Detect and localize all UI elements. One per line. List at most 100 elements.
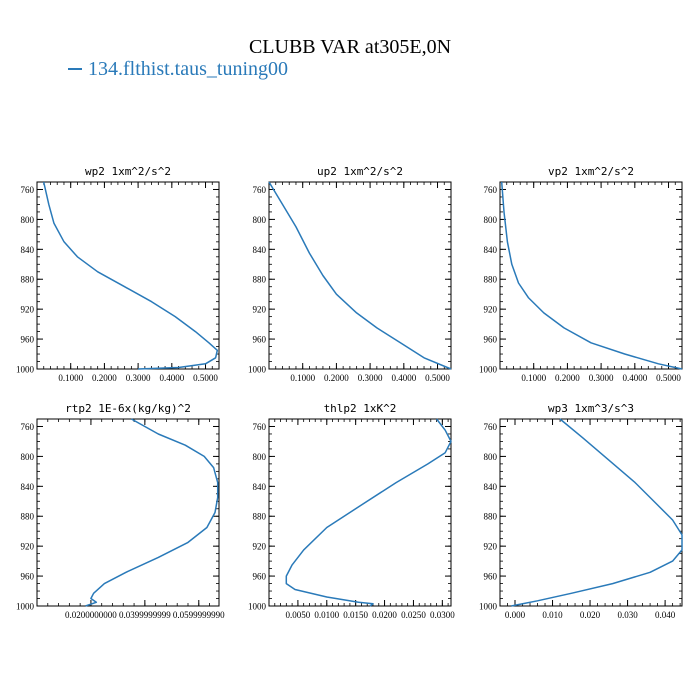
x-tick-label: 0.0200000000 [65,610,117,620]
x-tick-label: 0.020 [580,610,601,620]
plot-frame [499,181,683,370]
y-tick-label: 880 [21,512,35,522]
panel-6: wp3 1xm^3/s^3 760 800 840 880 920 960 1000 0.000… [479,402,683,620]
panel-title: vp2 1xm^2/s^2 [548,165,634,178]
y-tick-label: 920 [21,542,35,552]
x-tick-label: 0.3000 [358,373,383,383]
x-tick-label: 0.0399999999 [119,610,171,620]
series-line [268,181,452,370]
x-tick-label: 0.040 [655,610,676,620]
y-tick-label: 960 [253,572,267,582]
y-tick-label: 760 [253,185,267,195]
x-tick-label: 0.4000 [622,373,647,383]
x-tick-label: 0.3000 [126,373,151,383]
y-tick-label: 760 [253,422,267,432]
y-tick-label: 880 [253,275,267,285]
x-tick-label: 0.030 [617,610,638,620]
y-tick-label: 840 [21,482,35,492]
y-tick-label: 800 [253,215,267,225]
y-tick-label: 880 [253,512,267,522]
y-tick-label: 920 [484,305,498,315]
panel-title: rtp2 1E-6x(kg/kg)^2 [65,402,191,415]
x-tick-label: 0.1000 [290,373,315,383]
y-tick-label: 960 [21,335,35,345]
y-tick-label: 800 [484,452,498,462]
x-tick-label: 0.5000 [425,373,450,383]
y-tick-label: 800 [21,215,35,225]
x-tick-label: 0.2000 [555,373,580,383]
figure-title: CLUBB VAR at305E,0N [248,36,452,58]
y-tick-label: 840 [21,245,35,255]
panel-title: wp3 1xm^3/s^3 [548,402,634,415]
y-tick-label: 960 [21,572,35,582]
y-tick-label: 960 [484,572,498,582]
x-tick-label: 0.5000 [656,373,681,383]
plot-frame [36,418,220,607]
x-tick-label: 0.0599999990 [173,610,225,620]
x-tick-label: 0.0250 [401,610,426,620]
panel-title: up2 1xm^2/s^2 [317,165,403,178]
x-tick-label: 0.1000 [521,373,546,383]
y-tick-label: 1000 [479,602,498,612]
y-tick-label: 880 [484,275,498,285]
plot-frame [268,181,452,370]
x-tick-label: 0.3000 [589,373,614,383]
y-tick-label: 760 [484,185,498,195]
y-tick-label: 800 [484,215,498,225]
y-tick-label: 1000 [16,602,35,612]
x-tick-label: 0.010 [542,610,563,620]
y-tick-label: 840 [253,245,267,255]
series-line [42,181,219,370]
x-tick-label: 0.4000 [159,373,184,383]
x-tick-label: 0.2000 [92,373,117,383]
y-tick-label: 800 [21,452,35,462]
x-tick-label: 0.0300 [430,610,455,620]
x-tick-label: 0.5000 [193,373,218,383]
x-tick-label: 0.0050 [286,610,311,620]
panel-title: thlp2 1xK^2 [324,402,397,415]
y-tick-label: 760 [21,422,35,432]
y-tick-label: 960 [253,335,267,345]
plot-frame [499,418,683,607]
y-tick-label: 920 [21,305,35,315]
y-tick-label: 920 [253,542,267,552]
y-tick-label: 960 [484,335,498,345]
x-tick-label: 0.4000 [391,373,416,383]
panel-1: wp2 1xm^2/s^2 760 800 840 880 920 960 1000 0.100… [16,165,220,383]
y-tick-label: 800 [253,452,267,462]
y-tick-label: 760 [21,185,35,195]
y-tick-label: 1000 [248,602,267,612]
y-tick-label: 760 [484,422,498,432]
y-tick-label: 1000 [479,365,498,375]
y-tick-label: 840 [253,482,267,492]
x-tick-label: 0.1000 [58,373,83,383]
plot-frame [36,181,220,370]
y-tick-label: 920 [484,542,498,552]
x-tick-label: 0.0200 [372,610,397,620]
x-tick-label: 0.0100 [314,610,339,620]
series-line [285,418,452,607]
y-tick-label: 880 [484,512,498,522]
series-line [511,418,683,607]
series-line [500,181,683,370]
panel-2: up2 1xm^2/s^2 760 800 840 880 920 960 1000 0.100… [248,165,452,383]
panel-4: rtp2 1E-6x(kg/kg)^2 760 800 840 880 920 960 100… [16,402,225,620]
plot-frame [268,418,452,607]
legend: 134.flthist.taus_tuning00 [68,58,288,81]
y-tick-label: 920 [253,305,267,315]
panel-title: wp2 1xm^2/s^2 [85,165,171,178]
y-tick-label: 840 [484,482,498,492]
panel-3: vp2 1xm^2/s^2 760 800 840 880 920 960 1000 0.100… [479,165,683,383]
y-tick-label: 1000 [248,365,267,375]
y-tick-label: 840 [484,245,498,255]
y-tick-label: 880 [21,275,35,285]
x-tick-label: 0.000 [505,610,526,620]
series-line [85,418,219,607]
x-tick-label: 0.2000 [324,373,349,383]
y-tick-label: 1000 [16,365,35,375]
x-tick-label: 0.0150 [343,610,368,620]
legend-label: 134.flthist.taus_tuning00 [88,58,288,80]
legend-swatch [68,68,82,71]
